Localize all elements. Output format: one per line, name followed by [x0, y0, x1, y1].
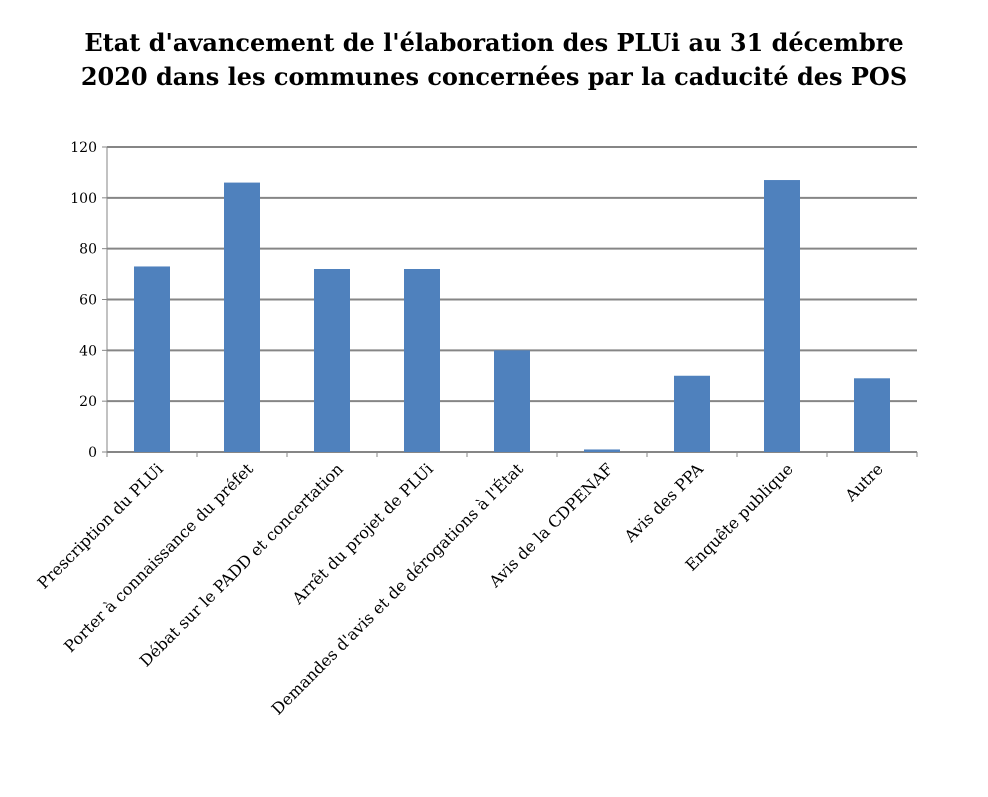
bars	[134, 180, 890, 453]
y-tick-label: 80	[79, 242, 97, 258]
category-label: Avis des PPA	[620, 459, 707, 546]
bar-1	[134, 266, 170, 452]
y-tick-labels: 0 20 40 60 80 100 120	[70, 140, 97, 461]
y-tick-label: 60	[79, 293, 97, 309]
bar-8	[764, 180, 800, 452]
category-label: Débat sur le PADD et concertation	[136, 459, 347, 670]
y-tick-label: 120	[70, 140, 97, 156]
y-tick-label: 40	[79, 343, 97, 359]
bar-6	[584, 449, 620, 452]
bar-5	[494, 350, 530, 452]
bar-3	[314, 269, 350, 452]
y-tick-label: 20	[79, 394, 97, 410]
y-tick-label: 100	[70, 191, 97, 207]
category-label: Porter à connaissance du préfet	[60, 459, 257, 656]
category-label: Autre	[841, 459, 887, 505]
bar-7	[674, 375, 710, 452]
bar-9	[854, 378, 890, 452]
bar-4	[404, 269, 440, 452]
chart-title-line-1: Etat d'avancement de l'élaboration des P…	[84, 28, 904, 57]
chart-title: Etat d'avancement de l'élaboration des P…	[0, 26, 988, 94]
y-tick-label: 0	[88, 445, 97, 461]
bar-2	[224, 182, 260, 453]
chart-title-line-2: 2020 dans les communes concernées par la…	[80, 62, 908, 91]
